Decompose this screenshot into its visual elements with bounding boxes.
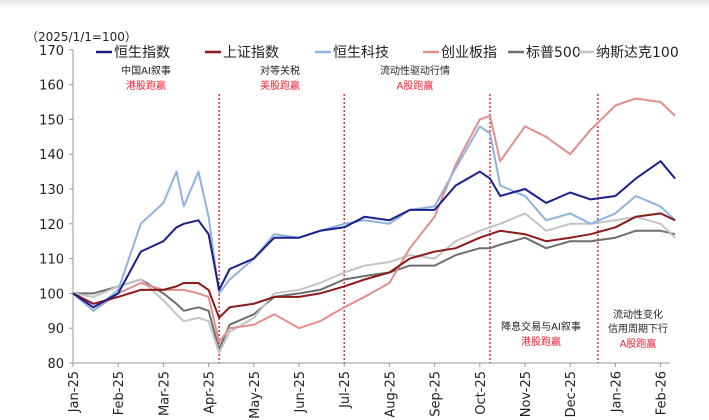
annotation-verdict: 港股跑赢 bbox=[521, 335, 561, 348]
y-tick-label: 110 bbox=[39, 253, 64, 268]
x-tick-label: Apr-25 bbox=[203, 371, 218, 414]
y-tick-label: 140 bbox=[39, 148, 64, 163]
series-line-4 bbox=[73, 229, 676, 351]
x-tick-label: Feb-26 bbox=[655, 371, 670, 415]
series-line-3 bbox=[72, 97, 676, 344]
series-line-1 bbox=[72, 212, 676, 319]
annotation-subtitle: 信用周期下行 bbox=[608, 322, 668, 335]
y-tick-label: 150 bbox=[39, 113, 64, 128]
legend-label: 恒生指数 bbox=[114, 45, 170, 61]
top-shadow bbox=[0, 0, 709, 8]
y-tick-label: 170 bbox=[39, 44, 64, 59]
y-tick-label: 80 bbox=[47, 357, 64, 372]
x-tick-label: Nov-25 bbox=[519, 371, 534, 417]
annotation-verdict: 港股跑赢 bbox=[126, 79, 166, 92]
unit-note: （2025/1/1=100） bbox=[26, 30, 137, 44]
annotation-verdict: A股跑赢 bbox=[620, 337, 657, 350]
y-tick-label: 90 bbox=[47, 322, 64, 337]
x-tick-label: Oct-25 bbox=[474, 371, 489, 415]
x-tick-label: Mar-25 bbox=[157, 371, 172, 416]
x-tick-label: Dec-25 bbox=[564, 371, 579, 417]
y-tick-label: 160 bbox=[39, 79, 64, 94]
annotation-verdict: 美股跑赢 bbox=[260, 79, 300, 92]
x-tick-label: Jan-25 bbox=[67, 371, 82, 413]
legend-label: 纳斯达克100 bbox=[596, 45, 679, 61]
annotation-title: 对等关税 bbox=[260, 64, 300, 77]
x-tick-label: May-25 bbox=[248, 371, 263, 419]
y-tick-label: 100 bbox=[39, 287, 64, 302]
annotation-title: 中国AI叙事 bbox=[121, 64, 171, 77]
x-tick-label: Jan-26 bbox=[609, 371, 624, 413]
legend-label: 创业板指 bbox=[441, 45, 497, 61]
legend-label: 上证指数 bbox=[223, 45, 279, 61]
legend-label: 标普500 bbox=[526, 45, 581, 61]
annotation-verdict: A股跑赢 bbox=[397, 79, 434, 92]
x-tick-label: Jul-25 bbox=[338, 371, 353, 409]
annotation-title: 降息交易与AI叙事 bbox=[501, 320, 581, 333]
annotation-title: 流动性变化 bbox=[613, 308, 663, 321]
x-tick-label: Jun-25 bbox=[293, 371, 308, 414]
series-line-5 bbox=[72, 212, 676, 354]
y-tick-label: 130 bbox=[39, 183, 64, 198]
annotation-title: 流动性驱动行情 bbox=[380, 64, 450, 77]
x-tick-label: Feb-25 bbox=[112, 371, 127, 415]
legend-label: 恒生科技 bbox=[333, 45, 389, 61]
x-tick-label: Sep-25 bbox=[429, 371, 444, 417]
series-line-0 bbox=[72, 160, 676, 309]
x-tick-label: Aug-25 bbox=[383, 371, 398, 418]
y-tick-label: 120 bbox=[39, 218, 64, 233]
